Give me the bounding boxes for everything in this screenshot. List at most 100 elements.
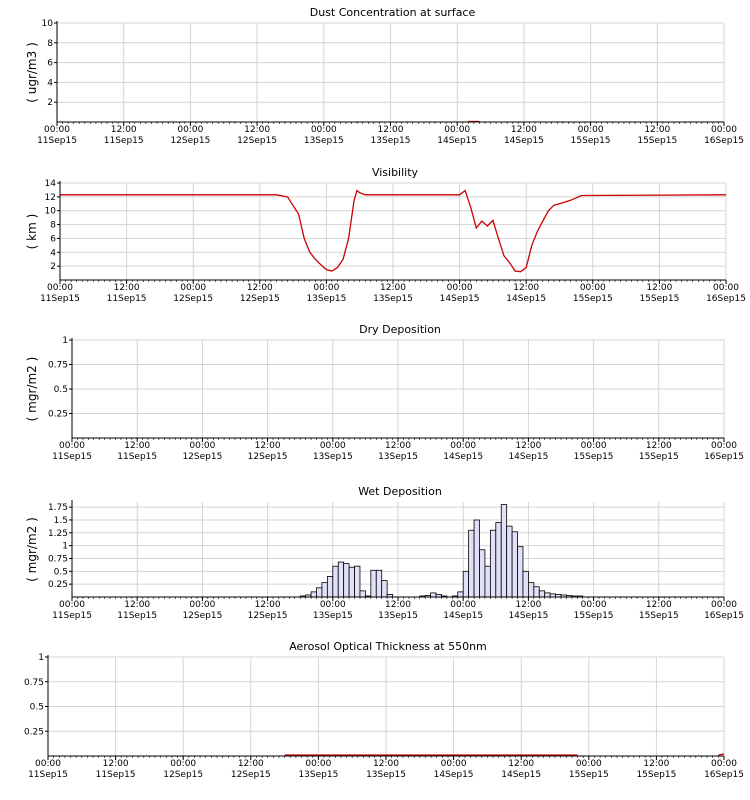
x-tick-time: 12:00 bbox=[515, 600, 541, 610]
x-tick-date: 16Sep15 bbox=[704, 452, 744, 462]
x-tick-time: 12:00 bbox=[508, 759, 534, 769]
x-tick-date: 14Sep15 bbox=[501, 770, 541, 780]
x-tick-time: 00:00 bbox=[711, 441, 737, 451]
x-tick-time: 00:00 bbox=[305, 759, 331, 769]
x-tick-time: 00:00 bbox=[59, 441, 85, 451]
y-tick-label: 0.75 bbox=[48, 361, 68, 371]
bar bbox=[316, 587, 323, 598]
bar bbox=[473, 519, 480, 598]
y-tick-label: 1 bbox=[62, 336, 68, 346]
y-tick-label: 1.25 bbox=[48, 529, 68, 539]
x-tick-date: 12Sep15 bbox=[240, 294, 280, 304]
x-tick-date: 12Sep15 bbox=[163, 770, 203, 780]
bar bbox=[533, 586, 540, 598]
x-tick-time: 12:00 bbox=[380, 283, 406, 293]
y-tick-label: 0.5 bbox=[54, 567, 68, 577]
x-tick-date: 16Sep15 bbox=[704, 770, 744, 780]
x-tick-date: 14Sep15 bbox=[434, 770, 474, 780]
x-tick-date: 12Sep15 bbox=[248, 611, 288, 621]
x-tick-time: 12:00 bbox=[646, 600, 672, 610]
x-tick-time: 00:00 bbox=[180, 283, 206, 293]
x-tick-time: 12:00 bbox=[643, 759, 669, 769]
x-tick-time: 12:00 bbox=[255, 600, 281, 610]
x-tick-time: 12:00 bbox=[255, 441, 281, 451]
x-tick-date: 11Sep15 bbox=[107, 294, 147, 304]
chart-4: 0.250.50.7511.251.51.7500:0011Sep1512:00… bbox=[25, 485, 744, 621]
x-tick-date: 11Sep15 bbox=[104, 136, 144, 146]
x-tick-time: 12:00 bbox=[103, 759, 129, 769]
x-tick-date: 11Sep15 bbox=[28, 770, 68, 780]
bar bbox=[326, 576, 334, 598]
bar bbox=[457, 591, 464, 598]
x-tick-time: 00:00 bbox=[35, 759, 61, 769]
x-tick-date: 16Sep15 bbox=[706, 294, 746, 304]
x-tick-date: 16Sep15 bbox=[704, 136, 744, 146]
x-tick-time: 00:00 bbox=[711, 125, 737, 135]
y-tick-label: 0.5 bbox=[54, 385, 68, 395]
x-tick-time: 00:00 bbox=[177, 125, 203, 135]
y-tick-label: 6 bbox=[50, 234, 56, 244]
x-tick-date: 13Sep15 bbox=[371, 136, 411, 146]
bar bbox=[489, 529, 497, 598]
x-tick-date: 14Sep15 bbox=[437, 136, 477, 146]
x-tick-time: 00:00 bbox=[44, 125, 70, 135]
y-tick-label: 1 bbox=[62, 542, 68, 552]
bar bbox=[544, 592, 551, 598]
x-tick-time: 00:00 bbox=[450, 441, 476, 451]
bar bbox=[511, 531, 518, 598]
x-tick-time: 12:00 bbox=[385, 600, 411, 610]
x-tick-time: 00:00 bbox=[59, 600, 85, 610]
x-tick-time: 00:00 bbox=[311, 125, 337, 135]
x-tick-time: 00:00 bbox=[444, 125, 470, 135]
x-tick-time: 12:00 bbox=[378, 125, 404, 135]
x-tick-time: 00:00 bbox=[189, 441, 215, 451]
bar bbox=[348, 566, 355, 598]
x-tick-time: 12:00 bbox=[111, 125, 137, 135]
y-axis-label: ( km ) bbox=[25, 214, 39, 250]
y-tick-label: 10 bbox=[45, 207, 57, 217]
x-tick-time: 00:00 bbox=[711, 600, 737, 610]
x-tick-time: 12:00 bbox=[373, 759, 399, 769]
bar bbox=[506, 525, 513, 598]
x-tick-time: 00:00 bbox=[578, 125, 604, 135]
y-tick-label: 2 bbox=[50, 262, 56, 272]
bar bbox=[479, 549, 486, 598]
x-tick-time: 00:00 bbox=[581, 600, 607, 610]
x-tick-date: 15Sep15 bbox=[639, 294, 679, 304]
x-tick-date: 15Sep15 bbox=[569, 770, 609, 780]
x-tick-date: 13Sep15 bbox=[366, 770, 406, 780]
bar bbox=[484, 565, 491, 598]
x-tick-date: 13Sep15 bbox=[313, 452, 353, 462]
x-tick-date: 15Sep15 bbox=[574, 452, 614, 462]
x-tick-time: 00:00 bbox=[320, 600, 346, 610]
x-tick-date: 12Sep15 bbox=[231, 770, 271, 780]
bar bbox=[381, 580, 388, 598]
x-tick-time: 00:00 bbox=[576, 759, 602, 769]
x-tick-date: 15Sep15 bbox=[571, 136, 611, 146]
x-tick-date: 11Sep15 bbox=[37, 136, 77, 146]
chart-title: Wet Deposition bbox=[358, 485, 442, 498]
bar bbox=[370, 569, 377, 598]
x-tick-date: 13Sep15 bbox=[373, 294, 413, 304]
y-axis-label: ( ugr/m3 ) bbox=[25, 42, 39, 103]
y-tick-label: 0.75 bbox=[24, 678, 44, 688]
y-tick-label: 1.75 bbox=[48, 503, 68, 513]
x-tick-date: 11Sep15 bbox=[117, 452, 157, 462]
x-tick-time: 12:00 bbox=[513, 283, 539, 293]
chart-title: Dust Concentration at surface bbox=[310, 6, 476, 19]
y-tick-label: 10 bbox=[42, 19, 54, 29]
x-tick-time: 00:00 bbox=[47, 283, 73, 293]
x-tick-date: 15Sep15 bbox=[573, 294, 613, 304]
x-tick-date: 14Sep15 bbox=[504, 136, 544, 146]
x-tick-date: 11Sep15 bbox=[40, 294, 80, 304]
series-line bbox=[718, 753, 725, 756]
x-tick-date: 14Sep15 bbox=[508, 611, 548, 621]
x-tick-date: 12Sep15 bbox=[237, 136, 277, 146]
x-tick-date: 14Sep15 bbox=[508, 452, 548, 462]
x-tick-date: 12Sep15 bbox=[248, 452, 288, 462]
x-tick-time: 12:00 bbox=[124, 600, 150, 610]
x-tick-date: 16Sep15 bbox=[704, 611, 744, 621]
x-tick-time: 12:00 bbox=[515, 441, 541, 451]
bar bbox=[462, 570, 470, 598]
x-tick-date: 11Sep15 bbox=[52, 452, 92, 462]
